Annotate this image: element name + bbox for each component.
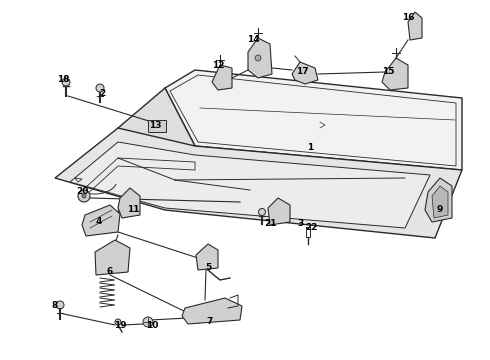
Text: 9: 9 [437,206,443,215]
Polygon shape [248,38,272,78]
Text: 21: 21 [264,220,276,229]
Polygon shape [82,205,120,236]
Polygon shape [196,244,218,270]
Polygon shape [70,142,430,228]
Polygon shape [425,178,452,222]
Circle shape [82,194,86,198]
Polygon shape [118,88,195,186]
Text: 14: 14 [246,36,259,45]
Text: 1: 1 [307,144,313,153]
Polygon shape [268,198,290,225]
Polygon shape [212,65,232,90]
Bar [148,120,166,132]
Text: 5: 5 [205,264,211,273]
Polygon shape [165,70,462,170]
Text: 2: 2 [99,89,105,98]
Polygon shape [118,188,140,218]
Text: 22: 22 [305,224,317,233]
Polygon shape [95,240,130,275]
Text: 19: 19 [114,321,126,330]
Text: 13: 13 [149,122,161,130]
Circle shape [96,84,104,92]
Text: 11: 11 [127,206,139,215]
Text: 3: 3 [297,220,303,229]
Polygon shape [55,128,462,238]
Circle shape [259,208,266,216]
Polygon shape [432,186,448,218]
Polygon shape [408,12,422,40]
Polygon shape [382,58,408,90]
Circle shape [62,78,70,86]
Text: 20: 20 [76,188,88,197]
Polygon shape [182,298,242,324]
Text: 15: 15 [382,68,394,77]
Circle shape [56,301,64,309]
Text: 10: 10 [146,321,158,330]
Text: 7: 7 [207,318,213,327]
Text: 16: 16 [402,13,414,22]
Circle shape [78,190,90,202]
Text: 12: 12 [212,62,224,71]
Circle shape [255,55,261,61]
Text: 6: 6 [107,267,113,276]
Circle shape [143,317,153,327]
Text: 4: 4 [96,217,102,226]
Circle shape [115,319,121,325]
Text: 18: 18 [57,76,69,85]
Text: 17: 17 [295,68,308,77]
Text: 8: 8 [52,302,58,310]
Polygon shape [292,62,318,84]
